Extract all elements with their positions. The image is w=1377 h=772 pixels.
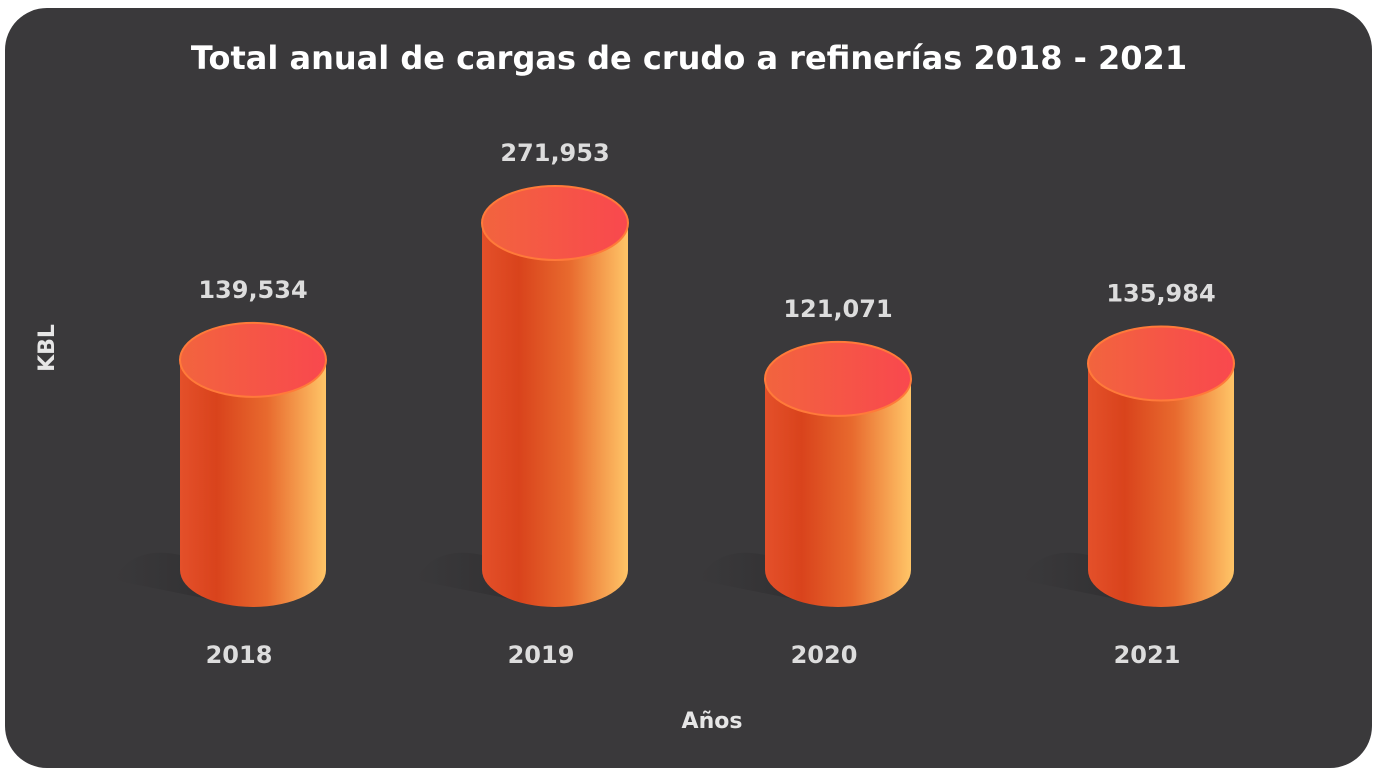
- bar-top: [764, 340, 912, 417]
- bar: [482, 223, 628, 607]
- chart-title: Total anual de cargas de crudo a refiner…: [191, 39, 1187, 77]
- bar-top: [179, 321, 327, 398]
- x-tick-label: 2018: [206, 641, 273, 669]
- bar: [765, 378, 911, 607]
- y-axis-label: KBL: [35, 324, 60, 372]
- bar-top: [1087, 325, 1235, 402]
- x-axis-label: Años: [682, 709, 743, 734]
- bar: [180, 359, 326, 607]
- value-label: 135,984: [1106, 279, 1215, 307]
- bar: [1088, 363, 1234, 607]
- x-tick-label: 2019: [508, 641, 575, 669]
- x-tick-label: 2020: [791, 641, 858, 669]
- value-label: 139,534: [198, 276, 307, 304]
- value-label: 121,071: [783, 295, 892, 323]
- value-label: 271,953: [500, 139, 609, 167]
- x-tick-label: 2021: [1114, 641, 1181, 669]
- bar-top: [481, 185, 629, 261]
